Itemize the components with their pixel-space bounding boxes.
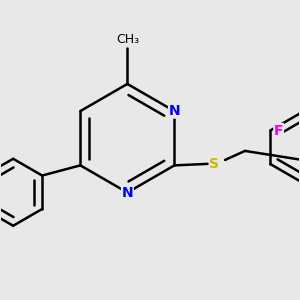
Text: N: N — [169, 104, 180, 118]
Text: CH₃: CH₃ — [116, 33, 139, 46]
Text: S: S — [209, 157, 219, 171]
Text: N: N — [122, 185, 133, 200]
Text: F: F — [274, 124, 284, 137]
